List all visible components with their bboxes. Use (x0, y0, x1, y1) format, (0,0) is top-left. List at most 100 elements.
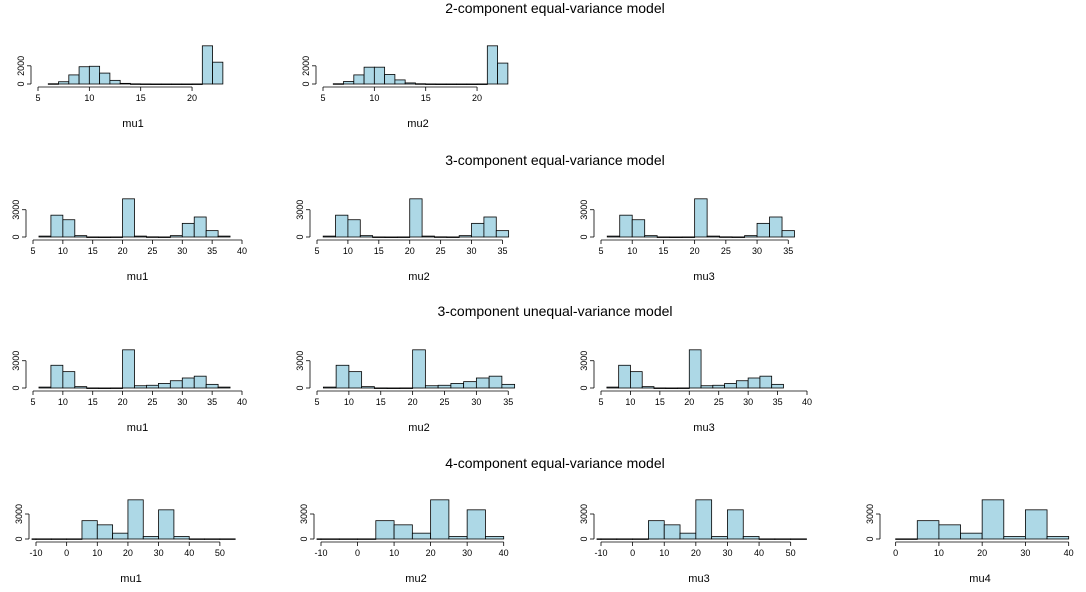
x-tick-label: 30 (467, 246, 477, 256)
y-tick-label: 3000 (14, 504, 24, 524)
histogram-bar (497, 62, 509, 85)
y-tick-label: 0 (11, 234, 21, 239)
histogram-bar (50, 364, 64, 389)
x-axis-label: mu1 (127, 422, 148, 434)
x-tick-label: 35 (497, 246, 507, 256)
histogram-bar (938, 524, 961, 540)
x-tick-label: 20 (684, 397, 694, 407)
x-tick-label: 5 (320, 93, 325, 103)
histogram-bar (1025, 509, 1048, 540)
y-tick-label: 3000 (11, 200, 21, 220)
x-tick-label: 40 (184, 548, 194, 558)
x-tick-label: 10 (625, 397, 635, 407)
x-tick-label: 10 (84, 93, 94, 103)
histogram-bar (712, 384, 726, 389)
x-tick-label: 30 (154, 548, 164, 558)
histogram-panel-9: -10 0 10 20 30 40 50 0 3000 mu1 (14, 499, 236, 585)
histogram-bar (212, 61, 224, 85)
histogram-bar (373, 387, 388, 389)
histogram-bar (193, 375, 207, 389)
x-tick-label: 10 (58, 246, 68, 256)
y-tick-label: 0 (11, 385, 21, 390)
x-tick-label: 35 (783, 246, 793, 256)
histogram-bar (644, 235, 658, 238)
histogram-bar (171, 83, 183, 85)
histogram-bar (769, 216, 783, 238)
histogram-bar (353, 74, 365, 85)
histogram-bar (47, 83, 59, 85)
histogram-bar (157, 383, 171, 389)
histogram-bar (146, 236, 159, 238)
histogram-bar (711, 536, 728, 540)
x-tick-label: 0 (893, 548, 898, 558)
histogram-bar (386, 387, 401, 389)
histogram-bar (679, 532, 697, 540)
x-tick-label: 15 (376, 397, 386, 407)
y-tick-label: 0 (579, 536, 589, 541)
histogram-bar (719, 236, 733, 238)
histogram-bar (399, 387, 414, 389)
histogram-bar (320, 538, 340, 540)
x-tick-label: 35 (207, 246, 217, 256)
histogram-panel-3: 5 10 15 20 25 30 35 40 0 3000 mu1 (11, 198, 247, 283)
histogram-bar (78, 66, 90, 85)
row-title-4comp-eqvar: 4-component equal-variance model (445, 455, 664, 471)
histogram-bar (217, 386, 231, 389)
histogram-bar (448, 536, 468, 540)
histogram-bar (771, 383, 784, 389)
histogram-bar (338, 538, 358, 540)
x-tick-label: 5 (598, 246, 603, 256)
histogram-bar (895, 538, 918, 540)
x-tick-label: 15 (88, 397, 98, 407)
histogram-bar (316, 538, 322, 540)
histogram-bar (181, 222, 195, 238)
histogram-panel-12: 0 10 20 30 40 0 3000 mu4 (865, 499, 1074, 585)
histogram-bar (425, 83, 437, 85)
histogram-bar (916, 520, 940, 540)
histogram-bar (68, 74, 80, 85)
histogram-bar (122, 349, 135, 389)
histogram-bar (688, 349, 702, 389)
x-tick-label: -10 (594, 548, 607, 558)
x-axis-label: mu1 (122, 118, 143, 130)
histogram-bar (450, 383, 465, 389)
histogram-bar (74, 235, 88, 238)
x-tick-label: 50 (786, 548, 796, 558)
x-tick-label: 25 (436, 246, 446, 256)
x-tick-label: 15 (658, 246, 668, 256)
histogram-bar (618, 364, 631, 389)
row-title-3comp-uneqvar: 3-component unequal-variance model (437, 303, 672, 319)
x-axis-label: mu2 (405, 573, 426, 585)
histogram-bar (38, 235, 52, 238)
histogram-bar (188, 538, 205, 540)
histogram-bar (409, 198, 423, 238)
histogram-bar (435, 83, 447, 85)
y-tick-label: 3000 (579, 200, 589, 220)
histogram-bar (96, 524, 114, 540)
histogram-bar (134, 235, 147, 238)
histogram-bar (695, 499, 713, 540)
x-tick-label: 20 (408, 397, 418, 407)
histogram-bar (359, 235, 374, 238)
histogram-bar (146, 384, 159, 389)
histogram-bar (66, 538, 83, 540)
histogram-bar (404, 82, 416, 85)
histogram-bar (463, 381, 477, 389)
histogram-bar (348, 371, 363, 389)
histogram-bar (335, 364, 350, 389)
histogram-bar (663, 524, 681, 540)
histogram-bar (475, 377, 490, 389)
y-tick-label: 0 (14, 536, 24, 541)
histogram-bar (724, 383, 737, 389)
histogram-bar (632, 538, 649, 540)
histogram-bar (109, 79, 121, 85)
histogram-bar (204, 538, 221, 540)
histogram-bar (169, 380, 183, 389)
x-tick-label: 0 (64, 548, 69, 558)
histogram-bar (217, 235, 231, 238)
x-tick-label: 25 (721, 246, 731, 256)
histogram-bar (485, 536, 505, 540)
x-tick-label: 10 (344, 397, 354, 407)
histogram-bar (393, 524, 413, 540)
